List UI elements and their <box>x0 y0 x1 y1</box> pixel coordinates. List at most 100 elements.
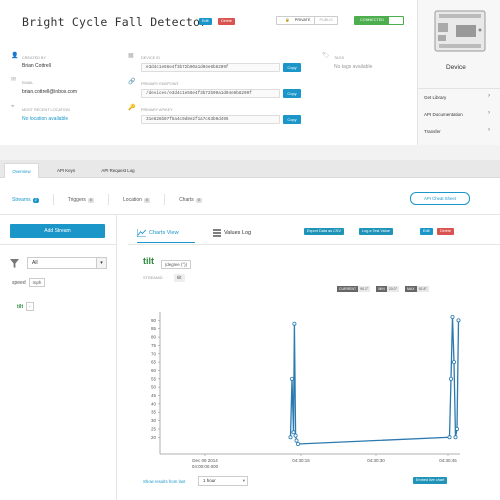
data-point <box>295 441 300 446</box>
data-point <box>451 360 456 365</box>
stat-max: MAX 92.8° <box>404 286 429 292</box>
created-by-value: Brian Cottrell <box>22 63 51 69</box>
subtab-location[interactable]: Location 0 <box>123 196 151 203</box>
created-by-label: CREATED BY <box>22 56 46 60</box>
filter-icon <box>10 259 19 268</box>
connection-status-toggle[interactable]: CONNECTED <box>354 16 405 25</box>
chevron-down-icon: ▾ <box>96 258 106 268</box>
chevron-right-icon: › <box>488 110 490 116</box>
primary-apikey-field[interactable]: 31e826b07f5a4c9d8e2f1a7c63b0d495 <box>141 115 280 124</box>
x-tick-label: Dec 09 2014 <box>192 458 218 463</box>
time-range-select[interactable]: 1 hour ▾ <box>198 476 248 486</box>
data-point <box>292 321 297 326</box>
y-tick-label: 30 <box>151 418 157 423</box>
transfer-link[interactable]: Transfer › <box>424 127 490 134</box>
data-point <box>447 435 452 440</box>
subtab-streams[interactable]: Streams 2 <box>12 196 39 203</box>
list-icon <box>213 229 221 237</box>
lock-icon: 🔒 <box>285 18 290 22</box>
edit-device-button[interactable]: Edit <box>199 18 212 25</box>
x-tick-label: 04:30:30 <box>367 458 385 463</box>
api-documentation-link[interactable]: API Documentation › <box>424 110 490 117</box>
main-tabs: Overview API Keys API Request Log <box>0 160 500 178</box>
get-library-link[interactable]: Get Library › <box>424 93 490 100</box>
privacy-public-option[interactable]: PUBLIC <box>314 17 337 24</box>
export-csv-button[interactable]: Export Data as CSV <box>304 228 344 235</box>
location-pin-icon: ⌖ <box>11 104 15 110</box>
device-id-field[interactable]: e3d4c1e56e4f3b72b90a1d04e6b8209f <box>141 63 280 72</box>
y-tick-label: 45 <box>151 393 157 398</box>
data-point <box>289 376 294 381</box>
streamid-value: tilt <box>174 274 185 282</box>
chevron-down-icon: ▾ <box>242 478 245 483</box>
data-point <box>291 430 296 435</box>
series-line <box>289 316 460 445</box>
data-point <box>294 438 299 443</box>
y-tick-label: 60 <box>151 368 157 373</box>
copy-apikey-button[interactable]: Copy <box>283 115 301 124</box>
tag-icon: 🏷 <box>322 53 330 59</box>
copy-endpoint-button[interactable]: Copy <box>283 89 301 98</box>
device-id-icon: ▦ <box>128 53 134 59</box>
email-value: brian.cottrell@inbox.com <box>22 89 78 95</box>
tags-label: TAGS <box>334 56 345 60</box>
copy-device-id-button[interactable]: Copy <box>283 63 301 72</box>
values-log-tab[interactable]: Values Log <box>213 229 251 237</box>
stat-current: CURRENT 90.1° <box>337 286 371 292</box>
add-stream-button[interactable]: Add Stream <box>10 224 105 238</box>
y-tick-label: 50 <box>151 385 157 390</box>
device-header-panel: Bright Cycle Fall Detector Edit Delete 🔒… <box>0 0 500 145</box>
y-tick-label: 80 <box>151 335 157 340</box>
tab-api-keys[interactable]: API Keys <box>56 168 76 173</box>
device-panel-label: Device <box>446 64 466 71</box>
show-results-label: Show results from last <box>143 479 186 484</box>
chevron-right-icon: › <box>488 93 490 99</box>
stream-filter-select[interactable]: All ▾ <box>27 257 107 269</box>
stream-item-tilt[interactable]: tilt - <box>17 302 34 311</box>
x-tick-label: 04:30:15 <box>292 458 310 463</box>
tab-api-request-log[interactable]: API Request Log <box>101 168 135 173</box>
edit-stream-button[interactable]: Edit <box>420 228 433 235</box>
tab-overview[interactable]: Overview <box>4 163 39 178</box>
y-tick-label: 75 <box>151 343 157 348</box>
stat-min: MIN 20.0° <box>376 286 399 292</box>
y-tick-label: 40 <box>151 401 157 406</box>
data-point <box>293 433 298 438</box>
stream-unit: (degree (°)) <box>161 260 192 269</box>
stream-subtabs: Streams 2 Triggers 0 Location 0 Charts 0 <box>12 194 202 205</box>
delete-device-button[interactable]: Delete <box>218 18 235 25</box>
primary-apikey-label: PRIMARY APIKEY <box>141 108 173 112</box>
delete-stream-button[interactable]: Delete <box>437 228 454 235</box>
log-test-value-button[interactable]: Log a Test Value <box>359 228 393 235</box>
tilt-line-chart[interactable]: 20 25 30 35 40 45 50 55 60 65 70 75 80 85 90 Dec 09 201… <box>130 306 470 474</box>
stream-name: tilt <box>143 256 154 266</box>
privacy-toggle[interactable]: 🔒 PRIVATE PUBLIC <box>276 16 339 25</box>
overview-panel: Streams 2 Triggers 0 Location 0 Charts 0 API… <box>0 178 500 500</box>
y-tick-label: 35 <box>151 410 157 415</box>
subtab-charts[interactable]: Charts 0 <box>179 196 202 203</box>
primary-endpoint-label: PRIMARY ENDPOINT <box>141 82 179 86</box>
line-chart-icon <box>137 229 146 237</box>
primary-endpoint-field[interactable]: /devices/e3d4c1e56e4f3b72b90a1d04e6b8209… <box>141 89 280 98</box>
subtab-triggers[interactable]: Triggers 0 <box>67 196 95 203</box>
link-icon: 🔗 <box>128 79 136 85</box>
arduino-board-icon <box>434 10 486 52</box>
charts-view-tab[interactable]: Charts View <box>137 229 179 237</box>
device-title: Bright Cycle Fall Detector <box>22 15 208 29</box>
stream-item-speed[interactable]: speed mph <box>12 278 46 287</box>
y-tick-label: 85 <box>151 326 157 331</box>
x-tick-label: 04:00:00.000 <box>192 464 219 469</box>
embed-live-chart-button[interactable]: Embed live chart <box>413 477 448 484</box>
stream-stats: CURRENT 90.1° MIN 20.0° MAX 92.8° <box>337 286 429 292</box>
data-point <box>453 435 458 440</box>
data-point <box>450 315 455 320</box>
api-cheat-sheet-button[interactable]: API Cheat Sheet <box>410 192 470 205</box>
location-label: MOST RECENT LOCATION <box>22 108 70 112</box>
y-tick-label: 20 <box>151 435 157 440</box>
location-value[interactable]: No location available <box>22 116 69 122</box>
y-tick-label: 55 <box>151 376 157 381</box>
device-id-label: DEVICE ID <box>141 56 160 60</box>
privacy-private-option[interactable]: 🔒 PRIVATE <box>277 17 314 24</box>
tags-value: No tags available <box>334 64 373 70</box>
streamid-label: STREAMID <box>143 276 163 280</box>
